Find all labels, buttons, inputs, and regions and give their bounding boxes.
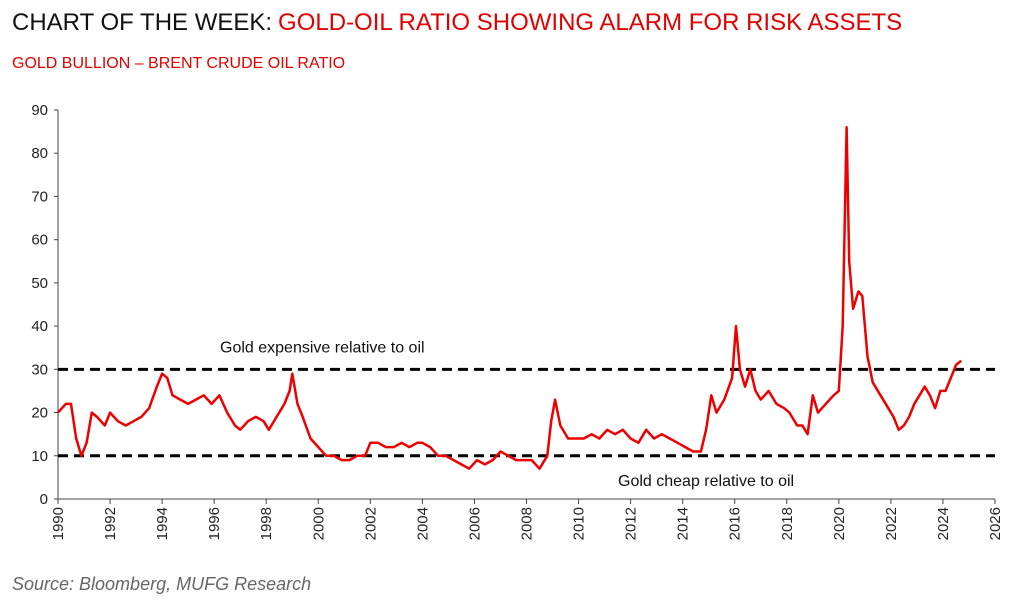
data-line [57, 126, 962, 470]
subtitle: GOLD BULLION – BRENT CRUDE OIL RATIO [12, 55, 345, 72]
y-tick-label: 50 [31, 275, 48, 292]
y-tick-label: 10 [31, 448, 48, 465]
y-tick-label: 0 [40, 491, 48, 508]
annotation: Gold expensive relative to oil [220, 339, 425, 356]
x-tick-label: 2012 [623, 507, 640, 540]
y-tick-label: 90 [31, 102, 48, 119]
y-tick-label: 70 [31, 188, 48, 205]
x-tick-label: 2002 [362, 507, 379, 540]
chart-title: CHART OF THE WEEK: GOLD-OIL RATIO SHOWING… [12, 9, 902, 36]
x-tick-label: 1992 [102, 507, 119, 540]
x-tick-label: 1996 [206, 507, 223, 540]
title-main: GOLD-OIL RATIO SHOWING ALARM FOR RISK AS… [278, 9, 902, 36]
x-tick-label: 1994 [154, 507, 171, 540]
x-tick-label: 2006 [466, 507, 483, 540]
x-tick-label: 2000 [310, 507, 327, 540]
x-tick-label: 1998 [258, 507, 275, 540]
x-tick-label: 2026 [987, 507, 1004, 540]
y-tick-label: 40 [31, 318, 48, 335]
source: Source: Bloomberg, MUFG Research [12, 574, 311, 594]
x-tick-label: 2016 [727, 507, 744, 540]
x-tick-label: 2014 [675, 507, 692, 540]
x-tick-label: 2008 [519, 507, 536, 540]
x-tick-label: 1990 [50, 507, 67, 540]
x-tick-label: 2020 [831, 507, 848, 540]
x-tick-label: 2018 [779, 507, 796, 540]
title-prefix: CHART OF THE WEEK: [12, 9, 272, 36]
x-tick-label: 2010 [571, 507, 588, 540]
y-tick-label: 20 [31, 405, 48, 422]
y-tick-label: 60 [31, 232, 48, 249]
x-tick-label: 2004 [414, 507, 431, 540]
x-tick-label: 2024 [935, 507, 952, 540]
x-tick-label: 2022 [883, 507, 900, 540]
annotation: Gold cheap relative to oil [618, 473, 794, 490]
y-tick-label: 80 [31, 145, 48, 162]
y-tick-label: 30 [31, 361, 48, 378]
